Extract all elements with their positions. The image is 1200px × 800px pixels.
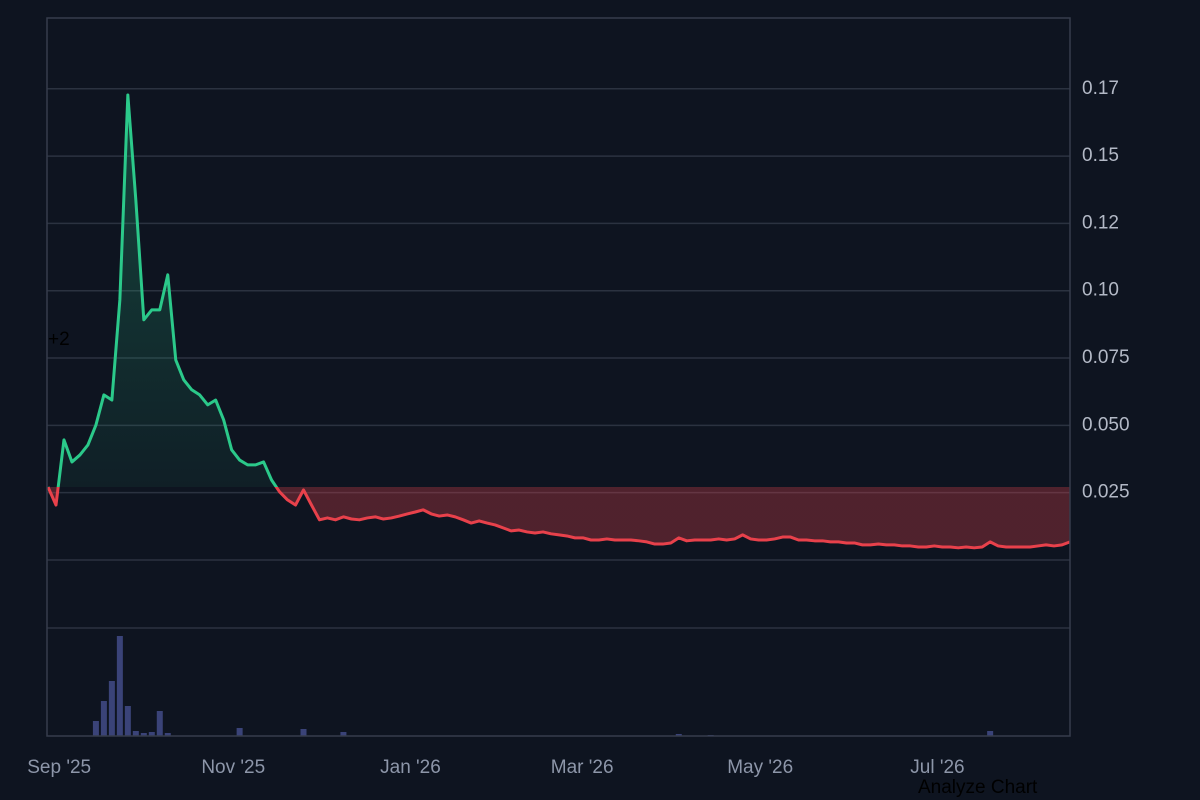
y-tick-label: 0.15 <box>1082 145 1119 166</box>
y-tick-label: 0.050 <box>1082 414 1130 435</box>
volume-bar <box>340 732 347 736</box>
volume-bar <box>124 706 131 736</box>
volume-bar <box>164 733 171 736</box>
y-tick-label: 0.17 <box>1082 78 1119 99</box>
plot <box>46 93 1071 736</box>
annotation: +2 <box>48 329 70 350</box>
volume-bar <box>236 728 243 736</box>
plot-frame <box>46 17 1071 737</box>
volume-bar <box>675 734 682 736</box>
volume-bar <box>156 711 163 736</box>
volume-bar <box>300 729 307 736</box>
x-tick-label: Mar '26 <box>551 757 614 778</box>
y-tick-label: 0.10 <box>1082 280 1119 301</box>
volume-bar <box>92 721 99 736</box>
volume-bar <box>148 732 155 736</box>
volume-bar <box>108 681 115 736</box>
y-tick-label: 0.12 <box>1082 212 1119 233</box>
x-tick-label: Jan '26 <box>380 757 441 778</box>
y-tick-label: 0.025 <box>1082 482 1130 503</box>
x-tick-label: Jul '26 <box>910 757 964 778</box>
volume-bar <box>140 733 147 736</box>
x-tick-label: May '26 <box>727 757 793 778</box>
baseline-area <box>48 95 1070 548</box>
y-tick-label: 0.075 <box>1082 347 1130 368</box>
x-tick-label: Nov '25 <box>201 757 265 778</box>
analyze-button[interactable]: Analyze Chart <box>918 777 1038 798</box>
volume-bar <box>116 636 123 736</box>
volume-bar <box>132 731 139 736</box>
volume-bar <box>987 731 994 736</box>
volume-bar <box>100 701 107 736</box>
price-line <box>46 93 1071 550</box>
x-tick-label: Sep '25 <box>27 757 91 778</box>
